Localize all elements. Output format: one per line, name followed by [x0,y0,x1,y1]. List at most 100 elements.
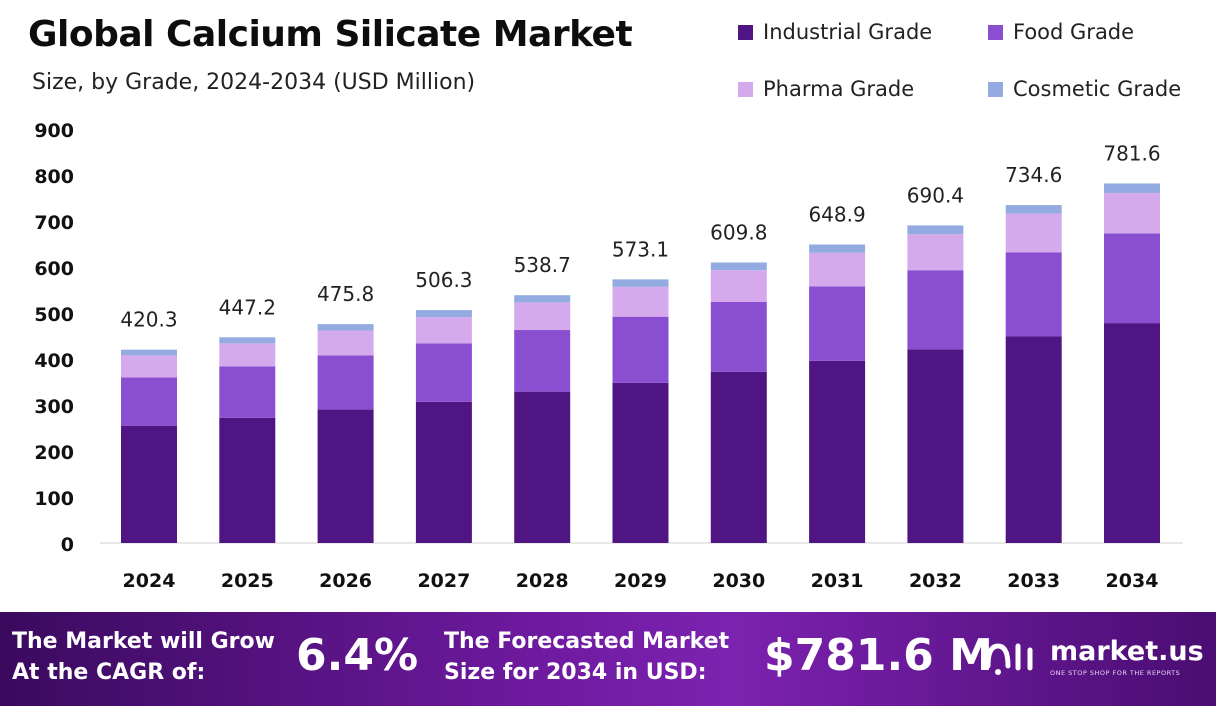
bar-segment-industrial-grade [514,391,571,543]
bar-segment-industrial-grade [415,401,472,543]
chart-title: Global Calcium Silicate Market [28,14,633,55]
legend-label-pharma-grade: Pharma Grade [763,77,915,101]
y-tick-label: 900 [34,120,74,142]
x-tick-label: 2024 [123,570,176,592]
bar-segment-food-grade [317,355,374,410]
y-tick-label: 300 [34,396,74,418]
x-tick-label: 2031 [811,570,864,592]
bar-segment-food-grade [219,366,276,418]
bar-total-label: 447.2 [219,295,276,319]
x-tick-label: 2034 [1106,570,1159,592]
legend-label-food-grade: Food Grade [1013,20,1135,44]
bar-segment-industrial-grade [1005,336,1062,543]
bar-segment-food-grade [710,301,767,372]
y-tick-label: 0 [61,534,74,556]
bar-segment-food-grade [1005,252,1062,337]
bar-total-label: 781.6 [1103,141,1160,165]
bar-segment-industrial-grade [121,425,177,543]
chart-subtitle: Size, by Grade, 2024-2034 (USD Million) [32,70,476,95]
y-tick-label: 600 [34,258,74,280]
bar-segment-industrial-grade [1104,323,1160,543]
x-tick-label: 2029 [614,570,667,592]
bar-segment-pharma-grade [1005,213,1062,253]
x-tick-label: 2033 [1007,570,1060,592]
bar-segment-food-grade [514,330,571,392]
bar-segment-food-grade [1104,233,1160,324]
bar-segment-food-grade [612,316,669,383]
x-tick-label: 2025 [221,570,274,592]
bar-segment-cosmetic-grade [1104,183,1160,193]
forecast-label-line2: Size for 2034 in USD: [444,660,707,685]
legend-swatch-industrial-grade [738,24,753,40]
bar-segment-industrial-grade [710,371,767,543]
bar-segment-pharma-grade [907,234,964,271]
bar-segment-pharma-grade [710,270,767,302]
bar-total-label: 420.3 [120,308,177,332]
bar-segment-industrial-grade [317,409,374,543]
bar-segment-pharma-grade [415,317,472,344]
footer-banner: The Market will Grow At the CAGR of: 6.4… [0,612,1216,706]
bar-segment-pharma-grade [612,286,669,317]
bar-segment-pharma-grade [1104,192,1160,234]
cagr-value: 6.4% [296,630,419,681]
legend-item-food-grade: Food Grade [988,20,1134,44]
bar-segment-food-grade [809,286,866,361]
legend-swatch-food-grade [988,24,1003,40]
legend-swatch-cosmetic-grade [988,81,1003,97]
bar-segment-food-grade [121,377,177,426]
forecast-value: $781.6 M [764,630,993,681]
bar-segment-cosmetic-grade [1005,205,1062,214]
bar-segment-pharma-grade [121,355,177,378]
y-tick-label: 200 [34,442,74,464]
legend-item-industrial-grade: Industrial Grade [738,20,932,44]
bar-segment-cosmetic-grade [907,225,964,235]
bar-total-label: 648.9 [808,203,865,227]
bar-segment-cosmetic-grade [121,349,177,356]
x-tick-label: 2030 [712,570,765,592]
cagr-label-line1: The Market will Grow [12,629,275,654]
bar-total-label: 609.8 [710,220,767,244]
legend-label-cosmetic-grade: Cosmetic Grade [1013,77,1182,101]
bar-segment-pharma-grade [219,343,276,367]
y-tick-label: 700 [34,212,74,234]
bar-segment-pharma-grade [514,302,571,331]
bar-segment-cosmetic-grade [514,295,571,303]
x-tick-label: 2026 [319,570,372,592]
bar-segment-cosmetic-grade [612,279,669,287]
legend-label-industrial-grade: Industrial Grade [763,20,933,44]
cagr-label-line2: At the CAGR of: [12,660,206,685]
legend-item-cosmetic-grade: Cosmetic Grade [988,77,1181,101]
bar-segment-cosmetic-grade [710,262,767,271]
y-tick-label: 800 [34,166,74,188]
bar-segment-industrial-grade [809,360,866,543]
bar-total-label: 538.7 [514,253,571,277]
forecast-label-line1: The Forecasted Market [444,629,730,654]
bar-segment-industrial-grade [612,382,669,543]
bar-segment-food-grade [415,343,472,402]
bar-total-label: 734.6 [1005,163,1062,187]
legend-item-pharma-grade: Pharma Grade [738,77,914,101]
bar-total-label: 475.8 [317,282,374,306]
bar-total-label: 573.1 [612,237,669,261]
bar-segment-cosmetic-grade [809,244,866,253]
bar-segment-industrial-grade [219,417,276,543]
market-us-logo-icon [985,643,1033,675]
bar-segment-cosmetic-grade [415,310,472,318]
brand-name: market.us [1050,636,1204,667]
brand-logo: market.us ONE STOP SHOP FOR THE REPORTS [984,632,1209,688]
bar-segment-pharma-grade [809,252,866,287]
bar-total-label: 506.3 [415,268,472,292]
x-tick-label: 2028 [516,570,569,592]
stacked-bar-chart: 0 100 200 300 400 500 600 700 800 900 420.3 2024 447… [34,120,1183,592]
y-tick-label: 400 [34,350,74,372]
y-tick-label: 100 [34,488,74,510]
bar-segment-food-grade [907,270,964,350]
y-tick-label: 500 [34,304,74,326]
chart-legend: Industrial Grade Food Grade Pharma Grade… [738,20,1208,120]
bar-total-label: 690.4 [907,183,964,207]
bar-segment-cosmetic-grade [219,337,276,344]
x-tick-label: 2027 [417,570,470,592]
bar-segment-pharma-grade [317,330,374,356]
bar-segment-cosmetic-grade [317,324,374,331]
bar-segment-industrial-grade [907,349,964,543]
